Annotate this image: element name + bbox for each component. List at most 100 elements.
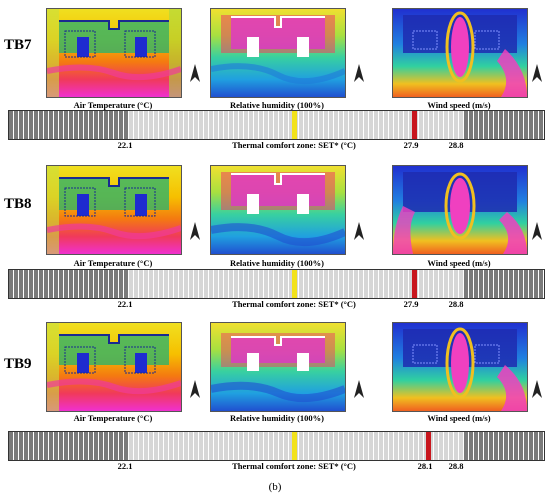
scale-stripe	[49, 111, 53, 139]
scale-stripe	[354, 111, 358, 139]
scale-stripe	[419, 111, 423, 139]
scale-stripe	[34, 270, 38, 298]
scale-stripe	[464, 111, 468, 139]
scale-stripe	[389, 111, 393, 139]
scale-stripe	[519, 111, 523, 139]
scale-stripe	[229, 270, 233, 298]
scale-stripe	[534, 111, 538, 139]
scale-stripe	[484, 270, 488, 298]
scale-stripe	[119, 270, 123, 298]
scale-stripe	[344, 270, 348, 298]
scale-stripe	[324, 270, 328, 298]
scale-stripe	[204, 270, 208, 298]
scale-stripe	[354, 270, 358, 298]
scale-stripe	[24, 111, 28, 139]
scale-stripe	[384, 111, 388, 139]
scale-stripe	[64, 270, 68, 298]
tb8-rh-caption: Relative humidity (100%)	[230, 258, 324, 268]
scale-stripe	[239, 432, 243, 460]
scale-stripe	[309, 432, 313, 460]
scale-stripe	[304, 111, 308, 139]
scale-stripe	[409, 270, 413, 298]
scale-stripe	[199, 270, 203, 298]
scale-stripe	[369, 111, 373, 139]
scale-stripe	[159, 111, 163, 139]
scale-stripe	[209, 111, 213, 139]
scale-stripe	[289, 270, 293, 298]
scale-stripe	[469, 270, 473, 298]
north-arrow-icon	[190, 222, 200, 240]
scale-stripe	[194, 111, 198, 139]
scale-stripe	[454, 270, 458, 298]
scale-stripe	[244, 111, 248, 139]
scale-stripe	[84, 270, 88, 298]
scale-stripe	[464, 270, 468, 298]
scale-stripe	[404, 111, 408, 139]
scale-stripe	[194, 270, 198, 298]
scale-stripe	[219, 111, 223, 139]
scale-stripe	[79, 432, 83, 460]
scale-stripe	[469, 432, 473, 460]
scale-stripe	[19, 111, 23, 139]
scale-stripe	[469, 111, 473, 139]
north-arrow-icon	[532, 380, 542, 398]
scale-stripe	[464, 432, 468, 460]
scale-stripe	[449, 270, 453, 298]
tb8-wind-caption: Wind speed (m/s)	[427, 258, 491, 268]
scale-stripe	[444, 270, 448, 298]
scale-stripe	[304, 432, 308, 460]
scale-stripe	[129, 432, 133, 460]
scale-stripe	[89, 432, 93, 460]
scale-stripe	[89, 270, 93, 298]
scale-stripe	[369, 432, 373, 460]
tb9-wind-speed-map	[392, 322, 528, 412]
scale-stripe	[104, 432, 108, 460]
scale-stripe	[254, 111, 258, 139]
tb8-air-temperature-map	[46, 165, 182, 255]
scale-stripe	[479, 432, 483, 460]
scale-stripe	[189, 111, 193, 139]
scale-stripe	[354, 432, 358, 460]
scale-stripe	[69, 111, 73, 139]
scale-stripe	[504, 432, 508, 460]
tb8-scale-right-value: 28.8	[448, 299, 464, 309]
tb8-wind-speed-map	[392, 165, 528, 255]
scale-stripe	[314, 270, 318, 298]
scale-stripe	[74, 270, 78, 298]
tb7-scale-left-value: 22.1	[117, 140, 133, 150]
scale-stripe	[74, 432, 78, 460]
scale-stripe	[424, 111, 428, 139]
scale-stripe	[539, 270, 543, 298]
scale-stripe	[239, 270, 243, 298]
scale-stripe	[419, 270, 423, 298]
set-value-marker	[412, 270, 417, 298]
scale-stripe	[114, 270, 118, 298]
scale-stripe	[139, 270, 143, 298]
scale-stripe	[169, 111, 173, 139]
scale-stripe	[89, 111, 93, 139]
scale-stripe	[379, 270, 383, 298]
comfort-marker	[292, 432, 297, 460]
scale-stripe	[129, 270, 133, 298]
scale-stripe	[214, 111, 218, 139]
scale-stripe	[349, 111, 353, 139]
scale-stripe	[94, 270, 98, 298]
scale-stripe	[299, 270, 303, 298]
scale-stripe	[134, 111, 138, 139]
scale-stripe	[379, 111, 383, 139]
scale-stripe	[204, 432, 208, 460]
scale-stripe	[114, 111, 118, 139]
scale-stripe	[99, 432, 103, 460]
scale-stripe	[124, 432, 128, 460]
scale-stripe	[489, 432, 493, 460]
scale-stripe	[244, 270, 248, 298]
scale-stripe	[259, 111, 263, 139]
scale-stripe	[154, 270, 158, 298]
scale-stripe	[394, 432, 398, 460]
scale-stripe	[9, 432, 13, 460]
scale-stripe	[29, 432, 33, 460]
tb9-relative-humidity-map	[210, 322, 346, 412]
scale-stripe	[224, 111, 228, 139]
scale-stripe	[439, 270, 443, 298]
tb9-air-temperature-map	[46, 322, 182, 412]
